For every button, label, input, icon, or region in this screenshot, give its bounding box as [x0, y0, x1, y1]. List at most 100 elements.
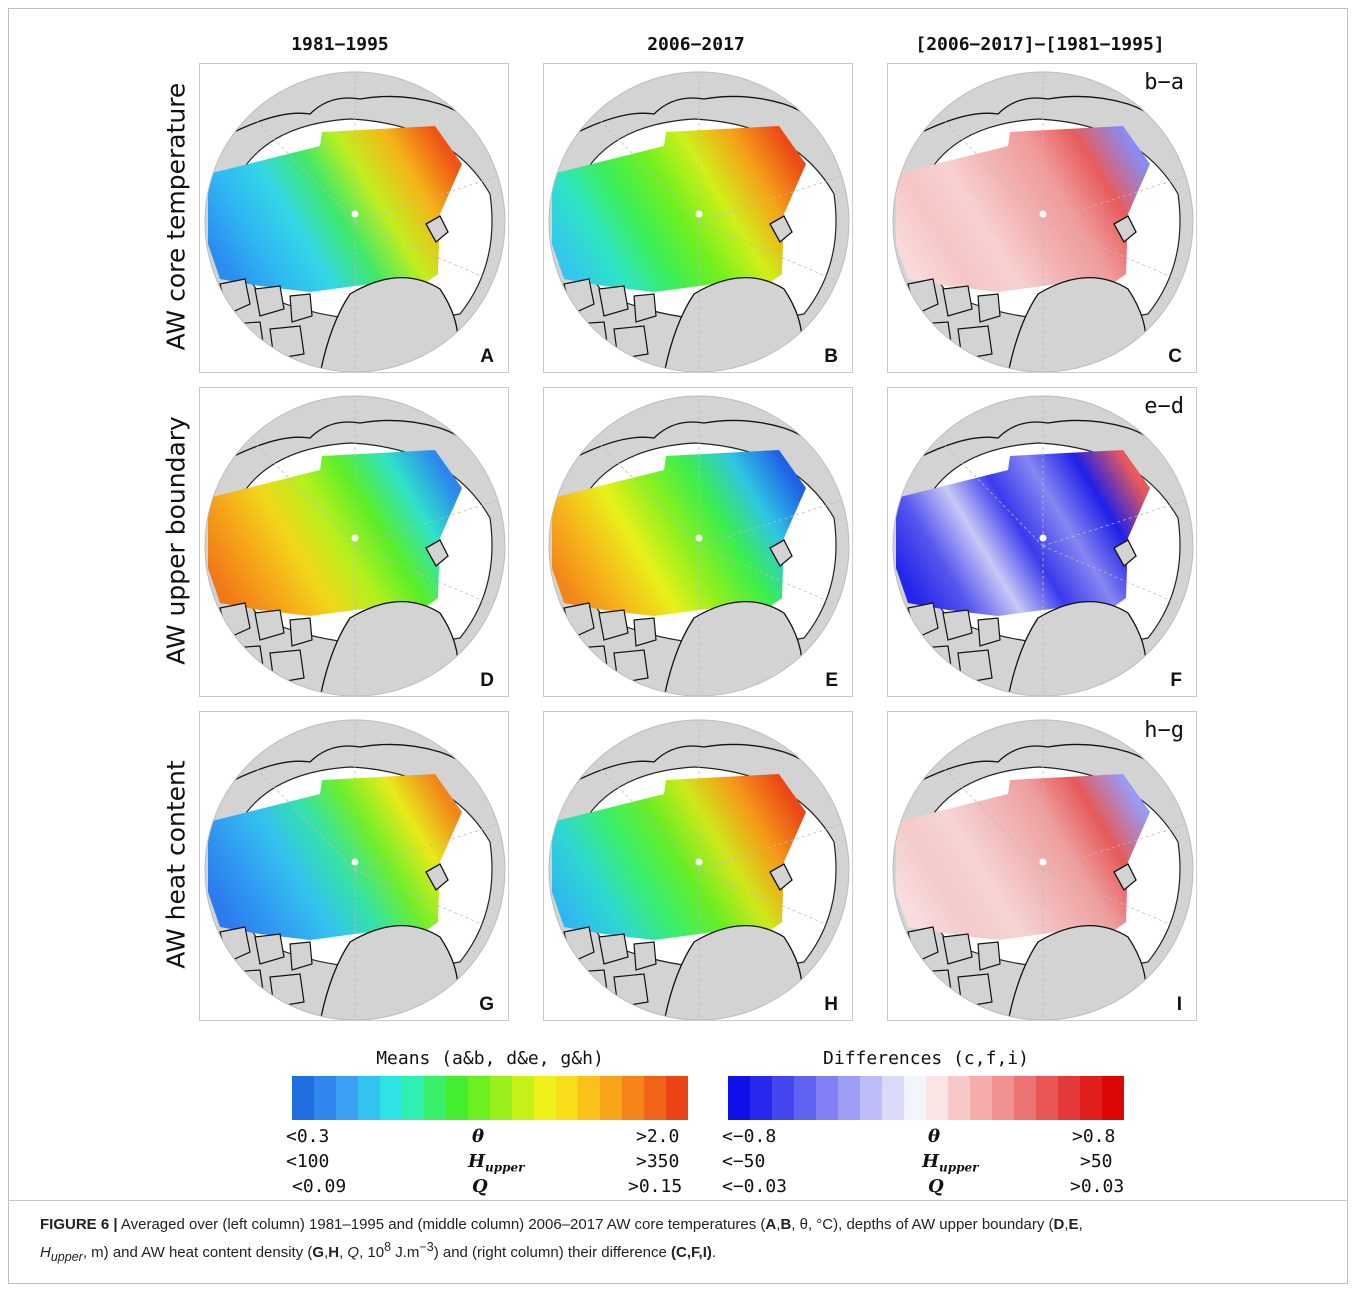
- archipelago-island: [289, 941, 313, 971]
- colorbar-swatch: [578, 1076, 601, 1120]
- panel-letter: G: [479, 994, 494, 1015]
- differences-colorbar: [728, 1076, 1124, 1120]
- colorbar-swatch: [992, 1076, 1015, 1120]
- siberian-coast: [573, 743, 830, 788]
- siberian-coast: [229, 95, 486, 140]
- column-header-2006-2017: 2006−2017: [647, 34, 745, 55]
- colorbar-swatch: [358, 1076, 381, 1120]
- siberian-coast: [229, 419, 486, 464]
- graticule-line: [354, 173, 505, 223]
- north-pole-marker: [695, 858, 703, 866]
- panel-difference-tag: e−d: [1144, 394, 1184, 419]
- archipelago-island: [633, 617, 657, 647]
- colorbar-swatch: [600, 1076, 623, 1120]
- panel-letter: H: [824, 994, 838, 1015]
- colorbar-swatch: [314, 1076, 337, 1120]
- colorbar-swatch: [512, 1076, 535, 1120]
- archipelago-island: [613, 649, 649, 684]
- north-pole-marker: [1039, 858, 1047, 866]
- archipelago-island: [942, 933, 973, 965]
- graticule-line: [698, 173, 849, 223]
- caption-divider: [8, 1200, 1348, 1201]
- means-q-max: >0.15: [628, 1176, 683, 1197]
- graticule-line: [698, 869, 845, 933]
- archipelago-island: [598, 609, 629, 641]
- column-header-difference: [2006−2017]−[1981−1995]: [915, 34, 1165, 55]
- diff-theta-symbol: θ: [928, 1126, 941, 1147]
- colorbar-swatch: [772, 1076, 795, 1120]
- figure-caption: FIGURE 6 | Averaged over (left column) 1…: [40, 1216, 1083, 1264]
- north-pole-marker: [351, 858, 359, 866]
- figure-frame: [8, 8, 1348, 1284]
- graticule-line: [354, 821, 505, 871]
- diff-h-min: <−50: [722, 1151, 766, 1172]
- diff-theta-min: <−0.8: [722, 1126, 777, 1147]
- data-field: [208, 126, 462, 294]
- colorbar-swatch: [728, 1076, 751, 1120]
- arctic-map-c: [892, 71, 1194, 372]
- svalbard-island: [769, 215, 793, 244]
- archipelago-island: [633, 941, 657, 971]
- colorbar-swatch: [556, 1076, 579, 1120]
- archipelago-island: [289, 293, 313, 323]
- siberian-coast: [229, 743, 486, 788]
- colorbar-swatch: [622, 1076, 645, 1120]
- colorbar-swatch: [380, 1076, 403, 1120]
- arctic-map-b: [548, 71, 850, 372]
- means-q-symbol: Q: [472, 1176, 488, 1197]
- colorbar-swatch: [1102, 1076, 1124, 1120]
- colorbar-swatch: [816, 1076, 839, 1120]
- svalbard-island: [425, 215, 449, 244]
- map-outline: [892, 71, 1194, 372]
- archipelago-island: [977, 941, 1001, 971]
- panel-letter: F: [1170, 670, 1182, 691]
- archipelago-island: [613, 973, 649, 1008]
- means-q-min: <0.09: [292, 1176, 347, 1197]
- row-label-core-temperature: AW core temperature: [161, 82, 191, 351]
- data-field: [896, 126, 1150, 294]
- panel-letter: D: [480, 670, 494, 691]
- panel-letter: E: [825, 670, 838, 691]
- colorbar-swatch: [970, 1076, 993, 1120]
- data-field: [208, 774, 462, 942]
- map-panel-e: E: [543, 387, 853, 697]
- svalbard-island: [425, 539, 449, 568]
- colorbar-swatch: [838, 1076, 861, 1120]
- graticule-line: [354, 497, 505, 547]
- archipelago-island: [289, 617, 313, 647]
- graticule-line: [698, 821, 849, 871]
- colorbar-swatch: [446, 1076, 469, 1120]
- caption-label: FIGURE 6 |: [40, 1216, 118, 1233]
- map-panel-a: A: [199, 63, 509, 373]
- graticule-line: [1042, 173, 1193, 223]
- map-panel-b: B: [543, 63, 853, 373]
- map-panel-d: D: [199, 387, 509, 697]
- means-h-symbol: Hupper: [468, 1151, 525, 1175]
- graticule-line: [354, 545, 501, 609]
- arctic-map-f: [892, 395, 1194, 696]
- colorbar-swatch: [534, 1076, 557, 1120]
- siberian-coast: [917, 743, 1174, 788]
- colorbar-swatch: [424, 1076, 447, 1120]
- colorbar-swatch: [1036, 1076, 1059, 1120]
- diff-h-max: >50: [1080, 1151, 1113, 1172]
- map-panel-h: H: [543, 711, 853, 1021]
- map-outline: [892, 719, 1194, 1020]
- map-outline: [548, 395, 850, 696]
- colorbar-swatch: [644, 1076, 667, 1120]
- svalbard-island: [425, 863, 449, 892]
- archipelago-island: [269, 325, 305, 360]
- archipelago-island: [957, 973, 993, 1008]
- map-panel-c: b−a C: [887, 63, 1197, 373]
- row-label-heat-content: AW heat content: [161, 760, 191, 969]
- archipelago-island: [254, 933, 285, 965]
- panel-letter: B: [824, 346, 838, 367]
- colorbar-swatch: [402, 1076, 425, 1120]
- data-field: [552, 126, 806, 294]
- diff-q-symbol: Q: [928, 1176, 944, 1197]
- svalbard-island: [769, 539, 793, 568]
- arctic-map-i: [892, 719, 1194, 1020]
- archipelago-island: [633, 293, 657, 323]
- archipelago-island: [613, 325, 649, 360]
- data-field: [552, 450, 806, 618]
